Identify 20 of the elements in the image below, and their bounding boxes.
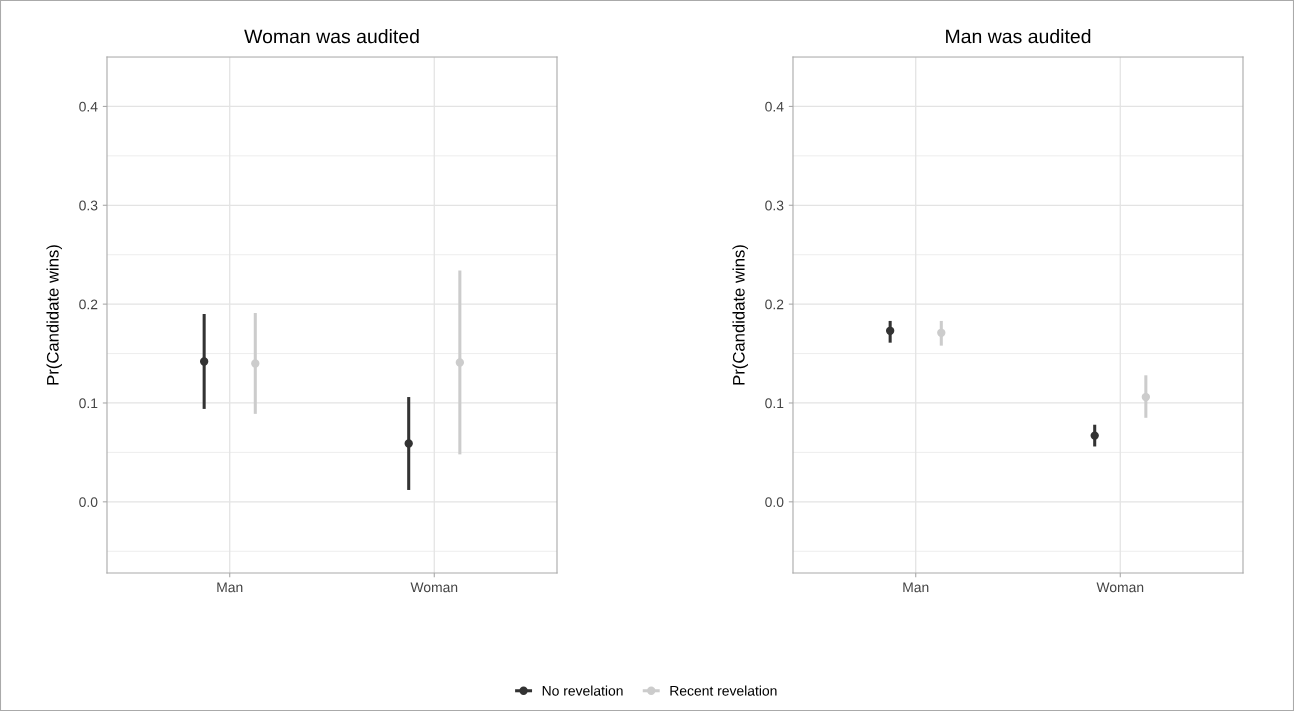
legend-label: No revelation [542,685,623,696]
y-tick-label: 0.0 [79,497,98,507]
y-axis-title: Pr(Candidate wins) [732,245,748,385]
chart-title: Man was audited [946,29,1091,44]
x-tick-label: Man [217,582,243,593]
x-tick-label: Woman [1096,582,1144,593]
y-tick-label: 0.3 [765,200,784,211]
x-tick-label: Man [903,582,929,593]
legend-label: Recent revelation [670,685,777,696]
x-tick-label: Woman [410,582,458,593]
y-tick-label: 0.1 [79,398,98,409]
y-tick-label: 0.4 [765,101,784,112]
y-tick-label: 0.1 [765,398,784,409]
y-tick-label: 0.0 [765,497,784,507]
y-tick-label: 0.3 [79,200,98,211]
y-tick-label: 0.2 [79,299,98,310]
y-tick-label: 0.2 [765,299,784,310]
chart-title: Woman was audited [244,29,419,44]
y-tick-label: 0.4 [79,101,98,112]
y-axis-title: Pr(Candidate wins) [46,245,62,385]
